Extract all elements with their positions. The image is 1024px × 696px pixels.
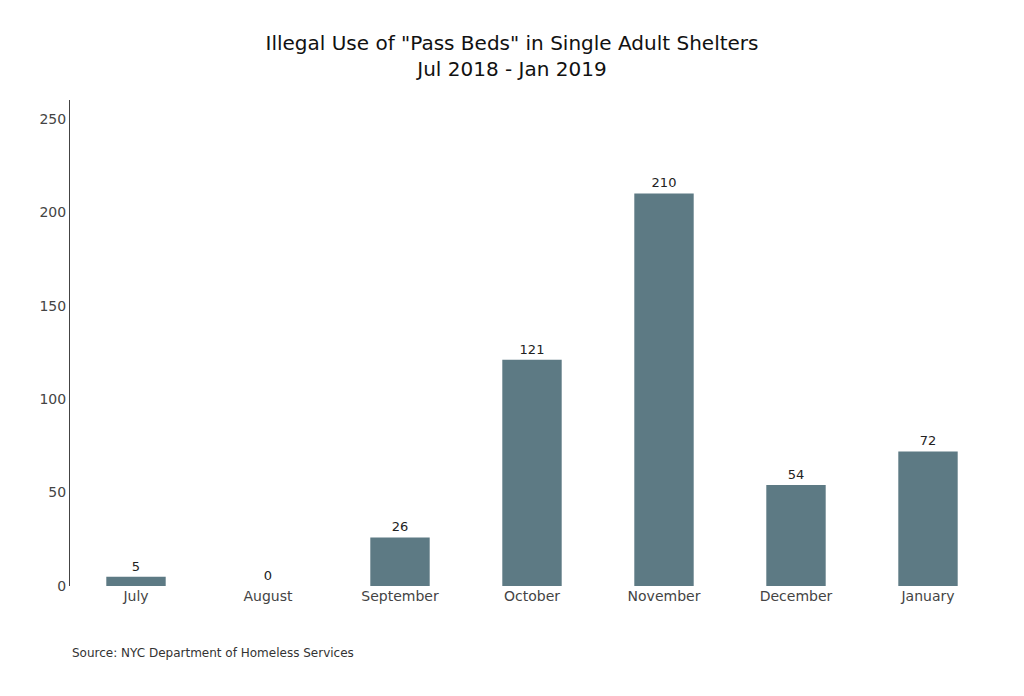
svg-text:150: 150 — [39, 298, 66, 314]
svg-text:5: 5 — [132, 559, 140, 574]
svg-text:July: July — [122, 588, 148, 604]
svg-text:September: September — [361, 588, 439, 604]
svg-text:December: December — [760, 588, 833, 604]
svg-text:Source: NYC Department of Home: Source: NYC Department of Homeless Servi… — [72, 646, 354, 660]
svg-text:50: 50 — [48, 484, 66, 500]
svg-text:Illegal Use of "Pass Beds" in: Illegal Use of "Pass Beds" in Single Adu… — [266, 31, 759, 81]
svg-text:0: 0 — [57, 578, 66, 594]
svg-text:121: 121 — [520, 342, 545, 357]
svg-text:250: 250 — [39, 111, 66, 127]
svg-text:November: November — [628, 588, 701, 604]
svg-text:26: 26 — [392, 519, 409, 534]
svg-text:October: October — [504, 588, 560, 604]
svg-text:54: 54 — [788, 467, 805, 482]
svg-text:100: 100 — [39, 391, 66, 407]
svg-text:August: August — [244, 588, 294, 604]
svg-text:200: 200 — [39, 204, 66, 220]
svg-text:0: 0 — [264, 568, 272, 583]
svg-text:210: 210 — [652, 175, 677, 190]
svg-text:72: 72 — [920, 433, 937, 448]
svg-text:January: January — [900, 588, 954, 604]
